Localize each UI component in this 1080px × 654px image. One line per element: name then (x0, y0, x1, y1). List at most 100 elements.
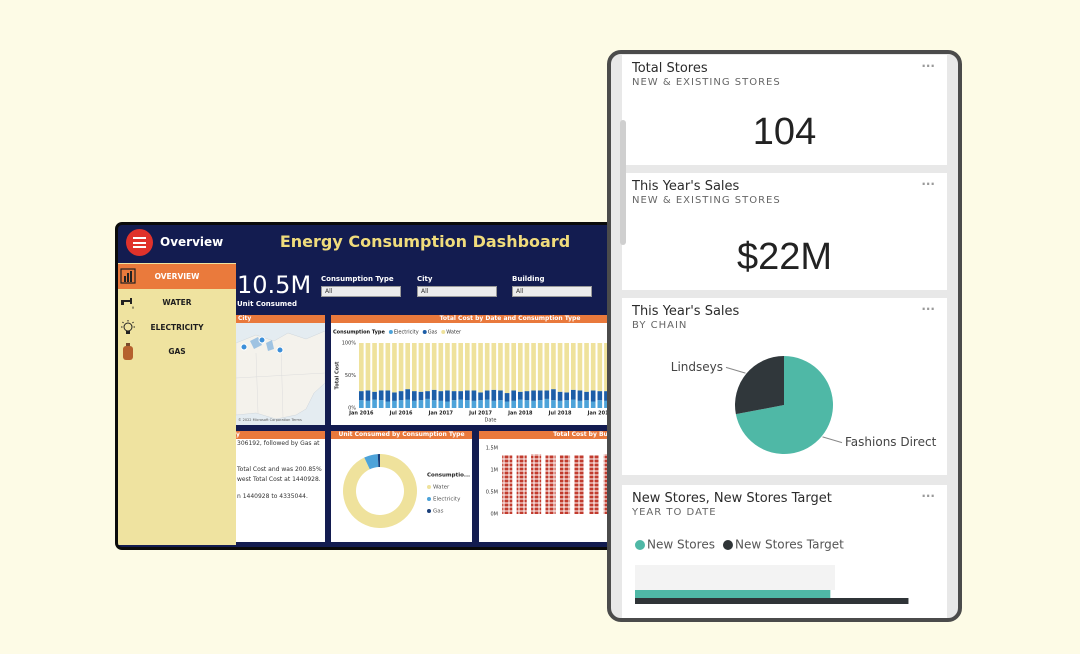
legend-marker (422, 330, 427, 334)
filter-dropdown[interactable]: All (417, 286, 497, 297)
bar-segment (365, 400, 371, 408)
menu-button[interactable] (126, 229, 153, 256)
filter-label: Building (512, 275, 545, 283)
bar-segment (577, 390, 583, 401)
card[interactable]: This Year's Sales BY CHAIN ··· Fashions … (622, 298, 947, 475)
text-panel: y 306192, followed by Gas at Total Cost … (236, 431, 325, 542)
x-tick-label: Jan 2016 (348, 411, 374, 417)
y-tick-label: 1.5M (486, 446, 498, 452)
bar-segment (531, 400, 536, 408)
card[interactable]: Total Stores NEW & EXISTING STORES ··· 1… (622, 55, 947, 165)
menu-icon-line (133, 241, 146, 244)
bar-segment (458, 343, 464, 392)
bar-segment (411, 391, 417, 401)
phone: Total Stores NEW & EXISTING STORES ··· 1… (607, 50, 962, 622)
legend-marker (722, 540, 733, 550)
bar-segment (398, 343, 404, 392)
bar (516, 455, 527, 514)
map-point[interactable] (276, 346, 284, 354)
bar-segment (425, 398, 430, 408)
bar-segment (597, 391, 603, 401)
bar-segment (551, 389, 556, 401)
bar-segment (498, 400, 503, 408)
text-line: Total Cost and was 200.85% (237, 466, 322, 473)
bar-segment (385, 401, 391, 408)
card-menu[interactable]: ··· (921, 177, 935, 191)
menu-title: Overview (160, 235, 224, 249)
scrollbar[interactable] (620, 120, 626, 245)
bar-segment (358, 343, 364, 392)
bar-segment (372, 391, 377, 400)
donut-chart: Consumptio... Water Electricity Gas (343, 454, 470, 528)
bar-segment (584, 343, 589, 392)
bar-segment (511, 390, 517, 401)
card-subtitle: NEW & EXISTING STORES (632, 195, 781, 206)
x-axis-label: Date (485, 418, 497, 424)
bar-segment (385, 390, 391, 402)
bar-segment (425, 343, 430, 392)
bar-segment (604, 343, 609, 392)
map-point[interactable] (240, 343, 248, 351)
bar-segment (372, 399, 377, 408)
bar-segment (557, 391, 563, 401)
sidebar: OVERVIEW WATER ELECTRICITY GAS (118, 263, 236, 545)
filter-dropdown[interactable]: All (512, 286, 592, 297)
bar-segment (411, 343, 417, 392)
bar-segment (464, 390, 470, 401)
bar-segment (445, 390, 450, 402)
bar-segment (478, 392, 483, 401)
card-menu[interactable]: ··· (921, 489, 935, 503)
menu-icon-line (133, 237, 146, 239)
bar-segment (418, 400, 424, 408)
bar-segment (445, 343, 450, 391)
menu-icon-line (133, 246, 146, 248)
card[interactable]: This Year's Sales NEW & EXISTING STORES … (622, 173, 947, 290)
x-tick-label: Jul 2016 (389, 411, 413, 417)
card[interactable]: New Stores, New Stores Target YEAR TO DA… (622, 485, 947, 618)
bar-segment (411, 400, 417, 408)
legend-label: Gas (428, 330, 438, 336)
card-menu[interactable]: ··· (921, 59, 935, 73)
bar-segment (365, 343, 371, 391)
legend-marker (427, 485, 431, 489)
bar-segment (504, 401, 510, 408)
legend-marker (388, 330, 393, 334)
legend-marker (635, 540, 645, 550)
bar-segment (484, 343, 490, 391)
legend-label: Electricity (394, 330, 419, 336)
filter-label: City (417, 275, 433, 283)
bar-segment (431, 389, 437, 401)
nav-item[interactable]: ELECTRICITY (150, 323, 204, 332)
filter-dropdown[interactable]: All (321, 286, 401, 297)
y-axis-label: Total Cost (335, 361, 341, 389)
card-subtitle: NEW & EXISTING STORES (632, 77, 781, 88)
bar-segment (425, 391, 430, 399)
bar-segment (557, 343, 563, 392)
slice-label: Lindseys (671, 360, 723, 374)
card-menu[interactable]: ··· (921, 302, 935, 316)
card-value: $22M (736, 236, 833, 278)
bar-segment (590, 401, 596, 408)
bar-segment (511, 343, 517, 391)
card-value: 104 (752, 111, 817, 153)
bar-segment (498, 343, 503, 391)
bar-segment (392, 400, 397, 408)
bar-segment (431, 400, 437, 408)
map-point[interactable] (258, 336, 266, 344)
bar-segment (577, 343, 583, 391)
bar-segment (418, 343, 424, 392)
bar-segment (438, 400, 444, 408)
bar-segment (398, 391, 404, 401)
nav-item[interactable]: WATER (162, 298, 192, 307)
card-subtitle: YEAR TO DATE (632, 507, 717, 518)
x-tick-label: Jan 2017 (428, 411, 454, 417)
nav-item[interactable]: OVERVIEW (118, 264, 236, 289)
bar-segment (577, 400, 583, 408)
bar-segment (524, 343, 530, 392)
bar-segment (570, 399, 576, 408)
map-land (236, 330, 325, 420)
card-subtitle: BY CHAIN (632, 320, 688, 331)
nav-item[interactable]: GAS (168, 347, 186, 356)
bar-segment (445, 401, 450, 408)
legend-label: Gas (433, 509, 444, 515)
